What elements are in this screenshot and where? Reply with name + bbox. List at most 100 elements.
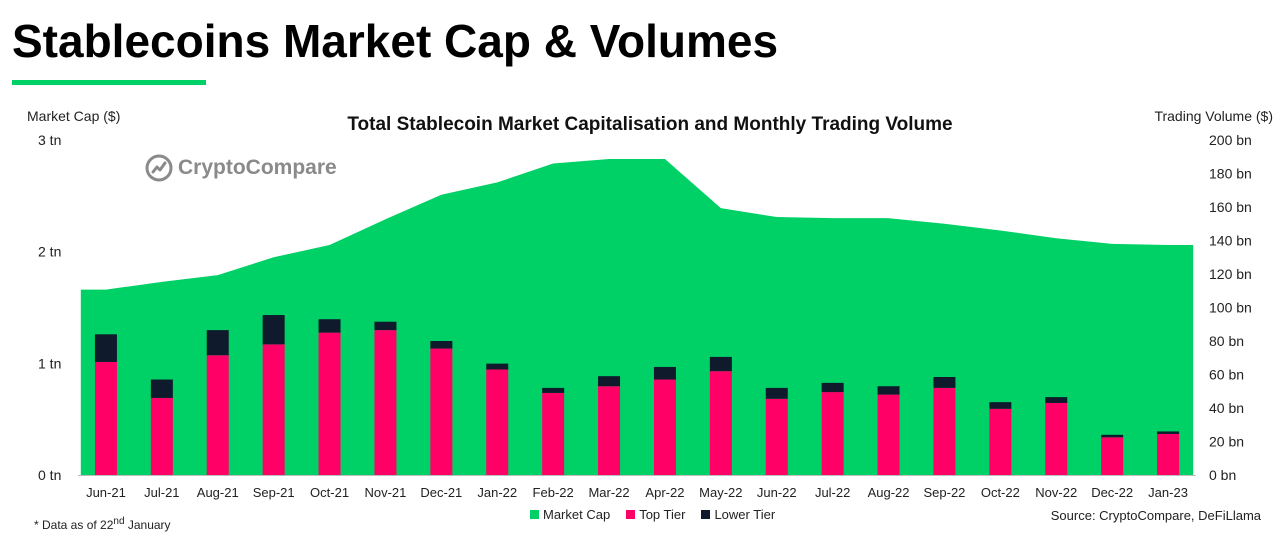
right-tick-label: 80 bn [1209,333,1244,349]
x-tick-label: Oct-22 [981,485,1020,500]
left-tick-label: 2 tn [38,244,61,260]
right-tick-label: 100 bn [1209,300,1252,316]
footnote-superscript: nd [113,516,125,527]
source-note: Source: CryptoCompare, DeFiLlama [1050,508,1261,523]
x-tick-label: Sep-22 [923,485,965,500]
legend-label-lower-tier: Lower Tier [714,507,776,522]
bar-top-tier [765,398,788,475]
right-tick-label: 180 bn [1209,166,1252,182]
x-tick-label: Jan-23 [1148,485,1188,500]
bar-top-tier [1045,402,1068,475]
x-tick-label: May-22 [699,485,742,500]
right-tick-label: 140 bn [1209,233,1252,249]
right-tick-label: 200 bn [1209,132,1252,148]
legend-swatch-market-cap [530,510,539,519]
bar-top-tier [933,387,956,475]
x-tick-label: Sep-21 [253,485,295,500]
bar-lower-tier [206,330,229,356]
page-title: Stablecoins Market Cap & Volumes [12,15,779,67]
legend-item-market-cap: Market Cap [530,507,610,522]
bar-top-tier [486,369,509,475]
right-tick-label: 160 bn [1209,199,1252,215]
legend-label-top-tier: Top Tier [639,507,686,522]
bar-top-tier [821,392,844,475]
left-tick-label: 0 tn [38,467,61,483]
bar-lower-tier [765,387,788,399]
right-tick-label: 120 bn [1209,266,1252,282]
bar-top-tier [206,355,229,475]
right-tick-label: 20 bn [1209,434,1244,450]
bar-top-tier [598,386,621,475]
right-tick-label: 40 bn [1209,400,1244,416]
bar-lower-tier [933,377,956,388]
left-axis-title: Market Cap ($) [27,108,121,124]
bar-lower-tier [374,321,397,331]
x-tick-label: Jul-21 [144,485,179,500]
bar-lower-tier [542,387,565,393]
x-tick-label: Oct-21 [310,485,349,500]
x-tick-label: Jul-22 [815,485,850,500]
x-tick-label: Aug-21 [197,485,239,500]
bar-lower-tier [150,379,173,398]
x-tick-label: Jan-22 [477,485,517,500]
x-tick-label: Nov-22 [1035,485,1077,500]
bar-lower-tier [598,376,621,387]
title-underline [12,80,206,85]
cryptocompare-logo-icon [145,154,173,182]
bar-lower-tier [989,402,1012,409]
bar-top-tier [877,394,900,475]
bar-lower-tier [821,382,844,393]
bar-lower-tier [486,363,509,370]
legend-swatch-lower-tier [701,510,711,519]
bar-top-tier [374,330,397,475]
legend-item-top-tier: Top Tier [626,507,685,522]
bar-top-tier [542,392,565,475]
bar-top-tier [1157,433,1180,475]
bar-lower-tier [709,356,732,372]
x-tick-label: Feb-22 [533,485,574,500]
bar-lower-tier [318,319,341,333]
x-tick-label: Dec-21 [420,485,462,500]
bar-top-tier [653,379,676,475]
x-tick-label: Mar-22 [588,485,629,500]
bar-top-tier [709,371,732,475]
watermark: CryptoCompare [144,153,337,183]
footnote: * Data as of 22nd January [34,516,171,532]
footnote-prefix: * Data as of 22 [34,518,114,532]
bar-lower-tier [430,341,453,349]
market-cap-area [80,158,1194,475]
bar-lower-tier [94,334,117,362]
bar-lower-tier [1045,397,1068,403]
bar-lower-tier [262,315,285,345]
legend-item-lower-tier: Lower Tier [701,507,775,522]
bar-lower-tier [653,366,676,380]
x-tick-label: Nov-21 [364,485,406,500]
bar-top-tier [989,408,1012,475]
bar-top-tier [430,348,453,475]
watermark-text: CryptoCompare [178,156,337,179]
legend-label-market-cap: Market Cap [543,507,611,522]
bar-top-tier [318,332,341,475]
left-tick-label: 3 tn [38,132,61,148]
right-tick-label: 60 bn [1209,367,1244,383]
legend: Market Cap Top Tier Lower Tier [530,507,775,522]
chart-title: Total Stablecoin Market Capitalisation a… [347,114,953,135]
bar-top-tier [94,361,117,475]
bar-lower-tier [1101,434,1124,438]
x-tick-label: Dec-22 [1091,485,1133,500]
x-tick-label: Apr-22 [645,485,684,500]
x-tick-label: Aug-22 [868,485,910,500]
right-tick-label: 0 bn [1209,467,1236,483]
bar-top-tier [1101,437,1124,475]
legend-swatch-top-tier [626,510,636,519]
x-tick-label: Jun-22 [757,485,797,500]
bar-top-tier [150,397,173,475]
left-tick-label: 1 tn [38,355,61,371]
bar-top-tier [262,344,285,475]
right-axis-title: Trading Volume ($) [1154,108,1273,124]
bar-lower-tier [877,386,900,395]
x-tick-label: Jun-21 [86,485,126,500]
footnote-suffix: January [124,518,171,532]
bar-lower-tier [1157,431,1180,434]
